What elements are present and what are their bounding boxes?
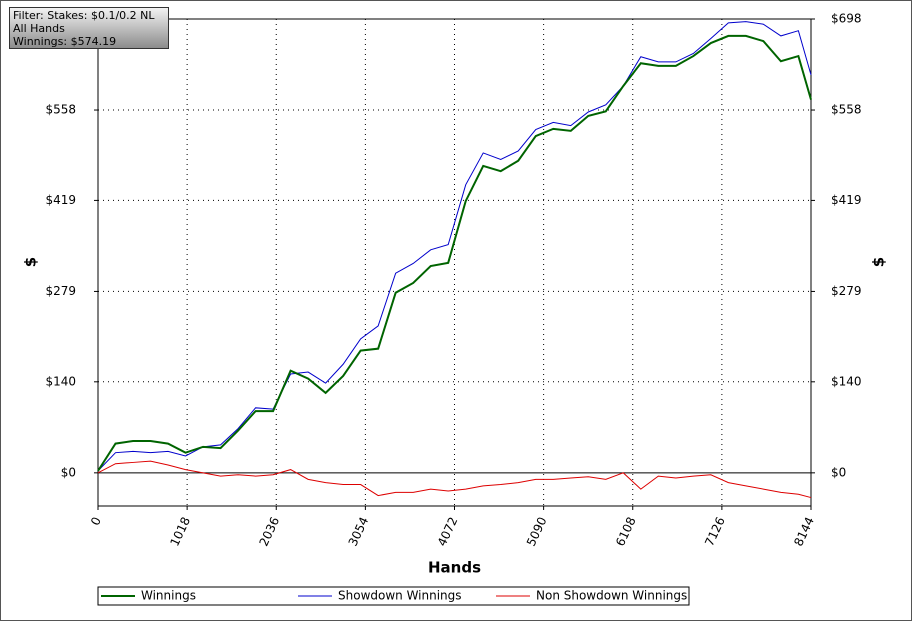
- x-tick-label: 5090: [524, 515, 550, 549]
- y2-tick-label: $140: [831, 374, 862, 388]
- x-tick-label: 0: [88, 515, 104, 528]
- legend-label: Winnings: [141, 589, 196, 603]
- x-tick-label: 4072: [435, 515, 461, 549]
- y2-tick-label: $698: [831, 12, 862, 26]
- series-line: [97, 21, 812, 472]
- legend-label: Showdown Winnings: [338, 589, 462, 603]
- y2-axis-label: $: [870, 257, 888, 267]
- x-tick-label: 8144: [791, 515, 817, 549]
- y-tick-label: $558: [45, 103, 76, 117]
- x-tick-label: 6108: [613, 515, 639, 549]
- y2-tick-label: $419: [831, 193, 862, 207]
- annotation: Winnings: $574.19: [13, 35, 117, 48]
- filter-box: Filter: Stakes: $0.1/0.2 NL All Hands Wi…: [9, 7, 169, 49]
- legend: [97, 586, 690, 606]
- annotation: Filter: Stakes: $0.1/0.2 NL: [13, 9, 155, 22]
- x-axis-label: Hands: [428, 559, 481, 577]
- y2-tick-label: $0: [831, 465, 846, 479]
- y-tick-label: $0: [61, 465, 76, 479]
- y2-tick-label: $558: [831, 103, 862, 117]
- y-axis-label: $: [22, 257, 40, 267]
- x-tick-label: 7126: [702, 515, 728, 549]
- annotation: All Hands: [13, 22, 65, 35]
- y-tick-label: $419: [45, 193, 76, 207]
- legend-label: Non Showdown Winnings: [536, 589, 687, 603]
- y-tick-label: $279: [45, 284, 76, 298]
- x-tick-label: 3054: [346, 515, 372, 549]
- y-tick-label: $140: [45, 374, 76, 388]
- series-line: [97, 460, 812, 499]
- plot-area: [97, 18, 812, 507]
- series-line: [97, 34, 812, 472]
- y2-tick-label: $279: [831, 284, 862, 298]
- x-tick-label: 1018: [167, 515, 193, 549]
- x-tick-label: 2036: [257, 515, 283, 549]
